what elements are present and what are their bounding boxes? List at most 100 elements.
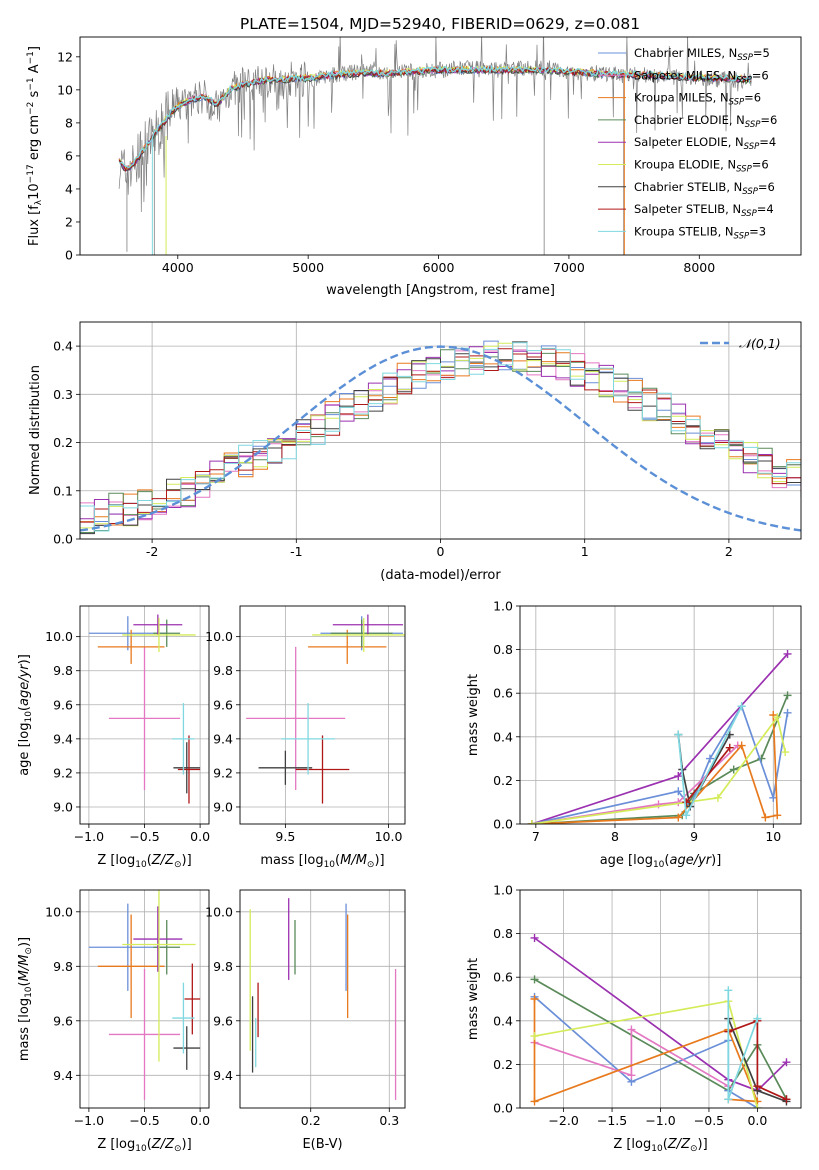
label-part: −17 bbox=[26, 164, 36, 183]
y-tick-label: 1.0 bbox=[493, 883, 513, 898]
y-axis-label: mass weight bbox=[466, 674, 481, 756]
y-tick-label: 0.4 bbox=[493, 1013, 513, 1028]
x-axis-label: age [log10(age/yr)] bbox=[600, 853, 722, 870]
x-tick-label: -1 bbox=[290, 544, 302, 559]
label-part: Z [log bbox=[613, 1137, 651, 1152]
label-part: )] bbox=[17, 937, 32, 947]
weight-line bbox=[531, 714, 779, 824]
legend-suffix: =3 bbox=[749, 224, 766, 238]
x-axis-label: wavelength [Angstrom, rest frame] bbox=[326, 283, 555, 298]
label-part: Z/Z bbox=[151, 1137, 175, 1152]
label-part: Flux [f bbox=[27, 205, 42, 246]
legend-suffix: =4 bbox=[759, 135, 776, 149]
weight-line bbox=[685, 747, 731, 803]
errorbar-point bbox=[133, 614, 183, 635]
weight-line bbox=[728, 1019, 787, 1101]
label-part: ( bbox=[335, 853, 340, 868]
y-tick-label: 9.4 bbox=[213, 1068, 233, 1083]
spectrum-panel: 4000 5000 6000 7000 8000 0 2 4 6 8 10 12 Chabrier MI… bbox=[26, 36, 802, 298]
label-part: λ bbox=[34, 199, 44, 205]
legend-suffix: =6 bbox=[752, 158, 769, 172]
y-tick-label: 10.0 bbox=[205, 629, 233, 644]
label-part: −1 bbox=[26, 51, 36, 64]
legend-name: Kroupa MILES, N bbox=[634, 91, 729, 105]
legend-name: Chabrier ELODIE, N bbox=[634, 113, 745, 127]
weight-marker bbox=[761, 813, 770, 822]
x-tick-label: 7 bbox=[532, 829, 540, 844]
label-part: age [log bbox=[17, 723, 32, 776]
legend-entry: Kroupa MILES, NSSP=6 bbox=[634, 91, 761, 108]
x-tick-label: −0.5 bbox=[129, 829, 159, 844]
y-tick-label: 2 bbox=[65, 214, 73, 229]
y-axis-label: Flux [fλ10−17 erg cm−2 s−1 A−1] bbox=[26, 46, 44, 246]
errorbar-point bbox=[332, 614, 403, 635]
gaussian-curve bbox=[80, 345, 801, 532]
x-tick-label: 5000 bbox=[292, 260, 324, 275]
y-axis-label: Normed distribution bbox=[28, 365, 43, 495]
label-part: ( bbox=[147, 1137, 152, 1152]
weight-marker bbox=[530, 933, 539, 942]
y-axis-label: age [log10(age/yr)] bbox=[17, 654, 34, 776]
x-tick-label: 0 bbox=[437, 544, 445, 559]
x-axis-label: E(B-V) bbox=[302, 1137, 342, 1152]
y-tick-label: 9.6 bbox=[53, 1013, 73, 1028]
y-tick-label: 0.8 bbox=[493, 926, 513, 941]
legend-entry: Chabrier STELIB, NSSP=6 bbox=[634, 180, 775, 197]
y-tick-label: 9.0 bbox=[53, 799, 73, 814]
axes-frame bbox=[519, 605, 802, 825]
y-tick-label: 0.4 bbox=[53, 339, 73, 354]
y-tick-label: 10 bbox=[57, 82, 73, 97]
errorbar-point bbox=[173, 742, 201, 794]
weight-marker bbox=[724, 1095, 733, 1104]
label-part: M/M bbox=[17, 955, 32, 982]
x-axis-label: Z [log10(Z/Z⊙)] bbox=[97, 1137, 191, 1154]
x-tick-label: −0.5 bbox=[129, 1113, 159, 1128]
weight-marker bbox=[682, 798, 691, 807]
y-tick-label: 0.8 bbox=[493, 642, 513, 657]
label-part: ( bbox=[17, 981, 32, 986]
weight-marker bbox=[654, 800, 663, 809]
weight-marker bbox=[783, 649, 792, 658]
weight-marker bbox=[530, 995, 539, 1003]
histogram-step bbox=[80, 341, 801, 539]
errorbar-point bbox=[97, 914, 165, 1019]
label-part: −1 bbox=[26, 77, 36, 90]
label-part: )] bbox=[711, 853, 721, 868]
axes-frame bbox=[239, 605, 406, 825]
x-tick-label: 0.0 bbox=[190, 1113, 210, 1128]
y-tick-label: 9.8 bbox=[213, 959, 233, 974]
histogram-step bbox=[80, 342, 801, 539]
label-part: ( bbox=[17, 706, 32, 711]
label-part: mass [log bbox=[260, 853, 323, 868]
weight-marker bbox=[527, 820, 536, 824]
weight-marker bbox=[724, 986, 733, 995]
y-tick-label: 9.6 bbox=[213, 697, 233, 712]
label-part: 10 bbox=[27, 183, 42, 200]
y-tick-label: 9.6 bbox=[53, 697, 73, 712]
label-part: Z [log bbox=[97, 853, 135, 868]
errorbar-point bbox=[172, 982, 195, 1054]
label-part: A bbox=[27, 64, 42, 77]
legend-sub: SSP bbox=[744, 142, 760, 152]
y-tick-label: 0.2 bbox=[493, 773, 513, 788]
weight-marker bbox=[674, 730, 683, 739]
label-part: Z/Z bbox=[151, 853, 175, 868]
label-part: )] bbox=[182, 1137, 192, 1152]
x-tick-label: 8 bbox=[611, 829, 619, 844]
legend-entry: Kroupa ELODIE, NSSP=6 bbox=[634, 158, 769, 175]
errorbar-point bbox=[312, 617, 405, 652]
mass-vs-ebv-panel: 0.2 0.3 9.4 9.6 9.8 10.0 bbox=[205, 889, 406, 1128]
label-part: s bbox=[27, 90, 42, 101]
y-tick-label: 0.6 bbox=[493, 970, 513, 985]
legend-name: Salpeter STELIB, N bbox=[634, 202, 741, 216]
axes-frame bbox=[79, 605, 210, 825]
errorbar-point bbox=[172, 703, 195, 775]
y-tick-label: 0.2 bbox=[493, 1057, 513, 1072]
legend-sub: SSP bbox=[734, 231, 750, 241]
axes-frame bbox=[79, 321, 802, 540]
weight-marker bbox=[725, 743, 734, 752]
label-part: age [log bbox=[600, 853, 653, 868]
mass-weight-vs-Z-panel: −2.0 −1.5 −1.0 −0.5 0.0 0.0 0.2 0.4 0.6 0.8 1.0 Z [… bbox=[466, 883, 802, 1154]
label-part: age/yr bbox=[17, 663, 32, 706]
y-axis-label: mass [log10(M/M⊙)] bbox=[17, 937, 34, 1061]
